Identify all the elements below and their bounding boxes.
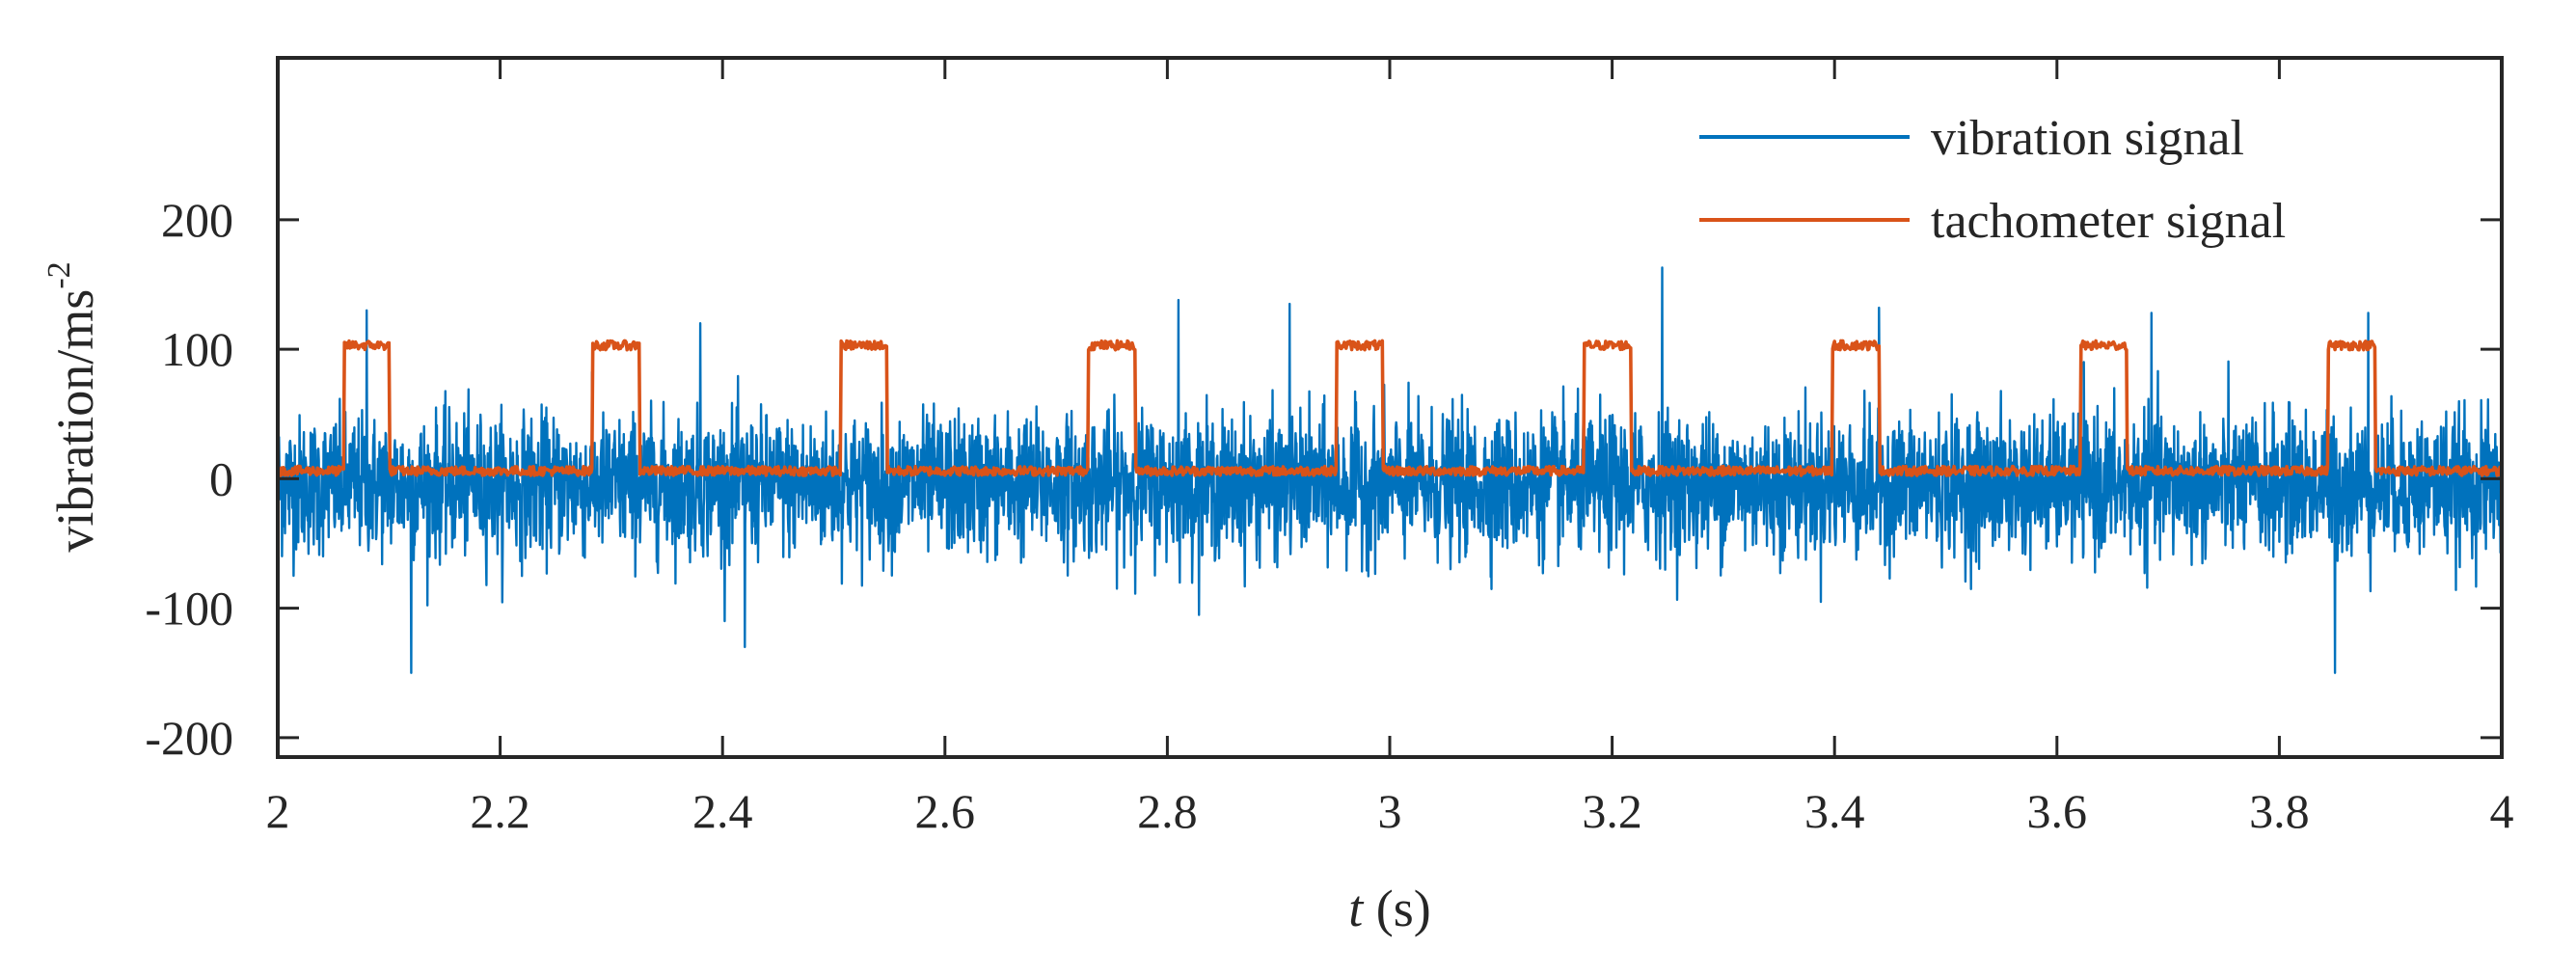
x-tick-label: 3.8 — [2249, 784, 2310, 838]
y-tick-label: 100 — [161, 322, 233, 376]
x-tick-label: 2.8 — [1137, 784, 1198, 838]
x-tick-label: 2.2 — [470, 784, 530, 838]
y-axis-title: vibration/ms-2 — [41, 261, 104, 552]
series-line-tachometer — [278, 339, 2502, 477]
x-tick-label: 3.2 — [1582, 784, 1642, 838]
legend-label-vibration: vibration signal — [1931, 111, 2244, 166]
y-tick-label: -200 — [145, 711, 233, 765]
x-tick-label: 2.4 — [692, 784, 753, 838]
ticks-layer: 2 2.2 2.4 2.6 2.8 3 3.2 3.4 3.6 3.8 4 -200 -100 0 100 2… — [145, 58, 2514, 838]
x-axis-title-variable: t — [1348, 880, 1365, 937]
y-tick-label: 200 — [161, 193, 233, 247]
x-tick-label: 2.6 — [915, 784, 976, 838]
x-axis-title: t (s) — [1348, 880, 1431, 937]
x-tick-label: 3 — [1378, 784, 1402, 838]
x-tick-label: 4 — [2490, 784, 2514, 838]
x-tick-label: 3.4 — [1804, 784, 1865, 838]
y-axis-title-base: vibration/ms — [46, 289, 104, 553]
y-tick-label: -100 — [145, 582, 233, 636]
legend: vibration signal tachometer signal — [1699, 111, 2286, 249]
series-layer — [278, 266, 2502, 674]
x-tick-label: 2 — [266, 784, 290, 838]
legend-label-tachometer: tachometer signal — [1931, 194, 2286, 249]
y-tick-label: 0 — [209, 451, 233, 505]
y-axis-title-exponent: -2 — [41, 261, 77, 288]
series-line-vibration — [278, 266, 2502, 674]
x-tick-label: 3.6 — [2027, 784, 2088, 838]
plot-background — [278, 58, 2502, 757]
x-axis-title-unit: (s) — [1363, 880, 1430, 937]
